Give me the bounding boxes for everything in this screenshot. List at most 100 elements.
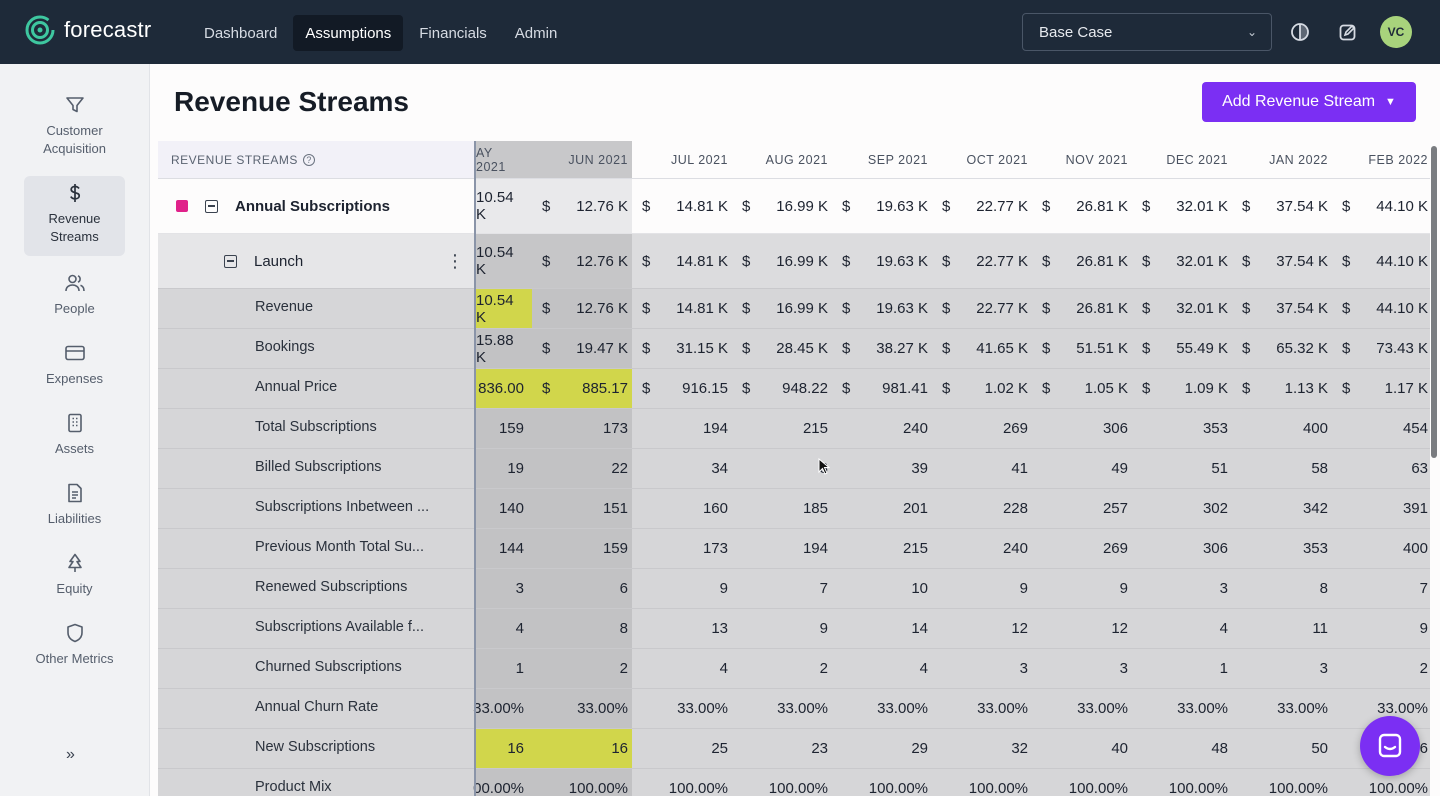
- table-cell[interactable]: 65.32 K: [1276, 340, 1328, 357]
- table-cell[interactable]: 3: [1119, 660, 1128, 677]
- table-row[interactable]: Annual Price 836.00 $885.17 $916.15 $948.22 $…: [158, 369, 1430, 409]
- table-cell[interactable]: 8: [619, 620, 628, 637]
- table-cell[interactable]: 257: [1102, 500, 1128, 517]
- table-cell[interactable]: 44.10 K: [1376, 252, 1428, 270]
- table-cell[interactable]: 32.01 K: [1176, 252, 1228, 270]
- table-cell[interactable]: 28.45 K: [776, 340, 828, 357]
- table-cell[interactable]: 215: [902, 540, 928, 557]
- table-cell[interactable]: 302: [1202, 500, 1228, 517]
- table-cell[interactable]: 269: [1102, 540, 1128, 557]
- table-cell[interactable]: 836.00: [478, 380, 524, 397]
- table-cell[interactable]: 8: [1319, 580, 1328, 597]
- user-avatar[interactable]: VC: [1380, 16, 1412, 48]
- table-cell[interactable]: 38.27 K: [876, 340, 928, 357]
- table-cell[interactable]: 55.49 K: [1176, 340, 1228, 357]
- theme-toggle-icon[interactable]: [1288, 20, 1312, 44]
- table-cell[interactable]: 159: [602, 540, 628, 557]
- table-row[interactable]: Churned Subscriptions 1 2 4 2 4 3 3 1 3 2: [158, 649, 1430, 689]
- edit-icon[interactable]: [1336, 20, 1360, 44]
- table-cell[interactable]: 33.00%: [1177, 700, 1228, 717]
- table-cell[interactable]: 173: [602, 420, 628, 437]
- table-cell[interactable]: 63: [1411, 460, 1428, 477]
- table-cell[interactable]: 3: [732, 449, 832, 488]
- brand-logo[interactable]: forecastr: [24, 14, 151, 46]
- table-cell[interactable]: 400: [1402, 540, 1428, 557]
- table-cell[interactable]: 22: [611, 460, 628, 477]
- table-row[interactable]: Total Subscriptions 159 173 194 215 240 269 306…: [158, 409, 1430, 449]
- table-cell[interactable]: 37.54 K: [1276, 300, 1328, 317]
- table-cell[interactable]: 19: [507, 460, 524, 477]
- add-revenue-stream-button[interactable]: Add Revenue Stream ▼: [1202, 82, 1416, 122]
- stream-row[interactable]: Annual Subscriptions 10.54 K $12.76 K $14.8…: [158, 179, 1430, 234]
- table-cell[interactable]: 16: [611, 740, 628, 757]
- table-row[interactable]: Product Mix 00.00% 100.00% 100.00% 100.00% 10…: [158, 769, 1430, 796]
- table-cell[interactable]: 100.00%: [868, 780, 928, 796]
- table-cell[interactable]: 194: [802, 540, 828, 557]
- table-cell[interactable]: 6: [619, 580, 628, 597]
- table-cell[interactable]: 12: [1111, 620, 1128, 637]
- table-cell[interactable]: 16: [507, 740, 524, 757]
- table-cell[interactable]: 185: [802, 500, 828, 517]
- table-cell[interactable]: 2: [619, 660, 628, 677]
- table-cell[interactable]: 41.65 K: [976, 340, 1028, 357]
- table-cell[interactable]: 14: [911, 620, 928, 637]
- table-cell[interactable]: 26.81 K: [1076, 300, 1128, 317]
- table-cell[interactable]: 22.77 K: [976, 252, 1028, 270]
- table-row[interactable]: Revenue 10.54 K $12.76 K $14.81 K $16.99 K $1…: [158, 289, 1430, 329]
- table-cell[interactable]: 51: [1211, 460, 1228, 477]
- table-cell[interactable]: 100.00%: [1068, 780, 1128, 796]
- sidebar-item-expenses[interactable]: Expenses: [24, 342, 125, 390]
- collapse-sidebar-button[interactable]: »: [66, 746, 75, 763]
- table-cell[interactable]: 12.76 K: [576, 197, 628, 215]
- table-cell[interactable]: 22.77 K: [976, 300, 1028, 317]
- sidebar-item-assets[interactable]: Assets: [24, 412, 125, 460]
- table-cell[interactable]: 32.01 K: [1176, 300, 1228, 317]
- table-cell[interactable]: 948.22: [782, 380, 828, 397]
- table-cell[interactable]: 240: [1002, 540, 1028, 557]
- table-cell[interactable]: 306: [1202, 540, 1228, 557]
- table-cell[interactable]: 33.00%: [1377, 700, 1428, 717]
- table-cell[interactable]: 16.99 K: [776, 252, 828, 270]
- table-cell[interactable]: 151: [602, 500, 628, 517]
- table-cell[interactable]: 40: [1111, 740, 1128, 757]
- table-cell[interactable]: 33.00%: [777, 700, 828, 717]
- table-cell[interactable]: 41: [1011, 460, 1028, 477]
- nav-financials[interactable]: Financials: [419, 24, 487, 42]
- table-cell[interactable]: 37.54 K: [1276, 252, 1328, 270]
- table-cell[interactable]: 100.00%: [1168, 780, 1228, 796]
- table-cell[interactable]: 306: [1102, 420, 1128, 437]
- table-cell[interactable]: 48: [1211, 740, 1228, 757]
- table-row[interactable]: Subscriptions Available f... 4 8 13 9 14 12 12 4…: [158, 609, 1430, 649]
- table-cell[interactable]: 23: [811, 740, 828, 757]
- table-cell[interactable]: 31.15 K: [676, 340, 728, 357]
- table-cell[interactable]: 916.15: [682, 380, 728, 397]
- table-cell[interactable]: 10.54 K: [476, 189, 514, 223]
- table-cell[interactable]: 16.99 K: [776, 197, 828, 215]
- table-cell[interactable]: 1.17 K: [1384, 380, 1428, 397]
- table-cell[interactable]: 33.00%: [1277, 700, 1328, 717]
- table-cell[interactable]: 140: [498, 500, 524, 517]
- table-cell[interactable]: 19.63 K: [876, 252, 928, 270]
- table-cell[interactable]: 454: [1402, 420, 1428, 437]
- table-cell[interactable]: 9: [719, 580, 728, 597]
- table-cell[interactable]: 00.00%: [473, 780, 524, 796]
- table-cell[interactable]: 173: [702, 540, 728, 557]
- table-cell[interactable]: 342: [1302, 500, 1328, 517]
- sidebar-item-equity[interactable]: Equity: [24, 552, 125, 600]
- table-cell[interactable]: 159: [498, 420, 524, 437]
- table-cell[interactable]: 1: [515, 660, 524, 677]
- sidebar-item-other-metrics[interactable]: Other Metrics: [24, 622, 125, 670]
- table-cell[interactable]: 10: [911, 580, 928, 597]
- table-cell[interactable]: 12: [1011, 620, 1028, 637]
- group-row[interactable]: Launch ⋮ 10.54 K $12.76 K $14.81 K $16.99 K $1…: [158, 234, 1430, 289]
- table-cell[interactable]: 13: [711, 620, 728, 637]
- table-cell[interactable]: 9: [1019, 580, 1028, 597]
- table-row[interactable]: Previous Month Total Su... 144 159 173 194 21…: [158, 529, 1430, 569]
- table-row[interactable]: Annual Churn Rate 33.00% 33.00% 33.00% 33.00…: [158, 689, 1430, 729]
- table-cell[interactable]: 33.00%: [677, 700, 728, 717]
- table-cell[interactable]: 1.09 K: [1184, 380, 1228, 397]
- table-scrollbar[interactable]: [1431, 146, 1437, 458]
- table-cell[interactable]: 4: [1219, 620, 1228, 637]
- table-cell[interactable]: 33.00%: [977, 700, 1028, 717]
- table-cell[interactable]: 9: [819, 620, 828, 637]
